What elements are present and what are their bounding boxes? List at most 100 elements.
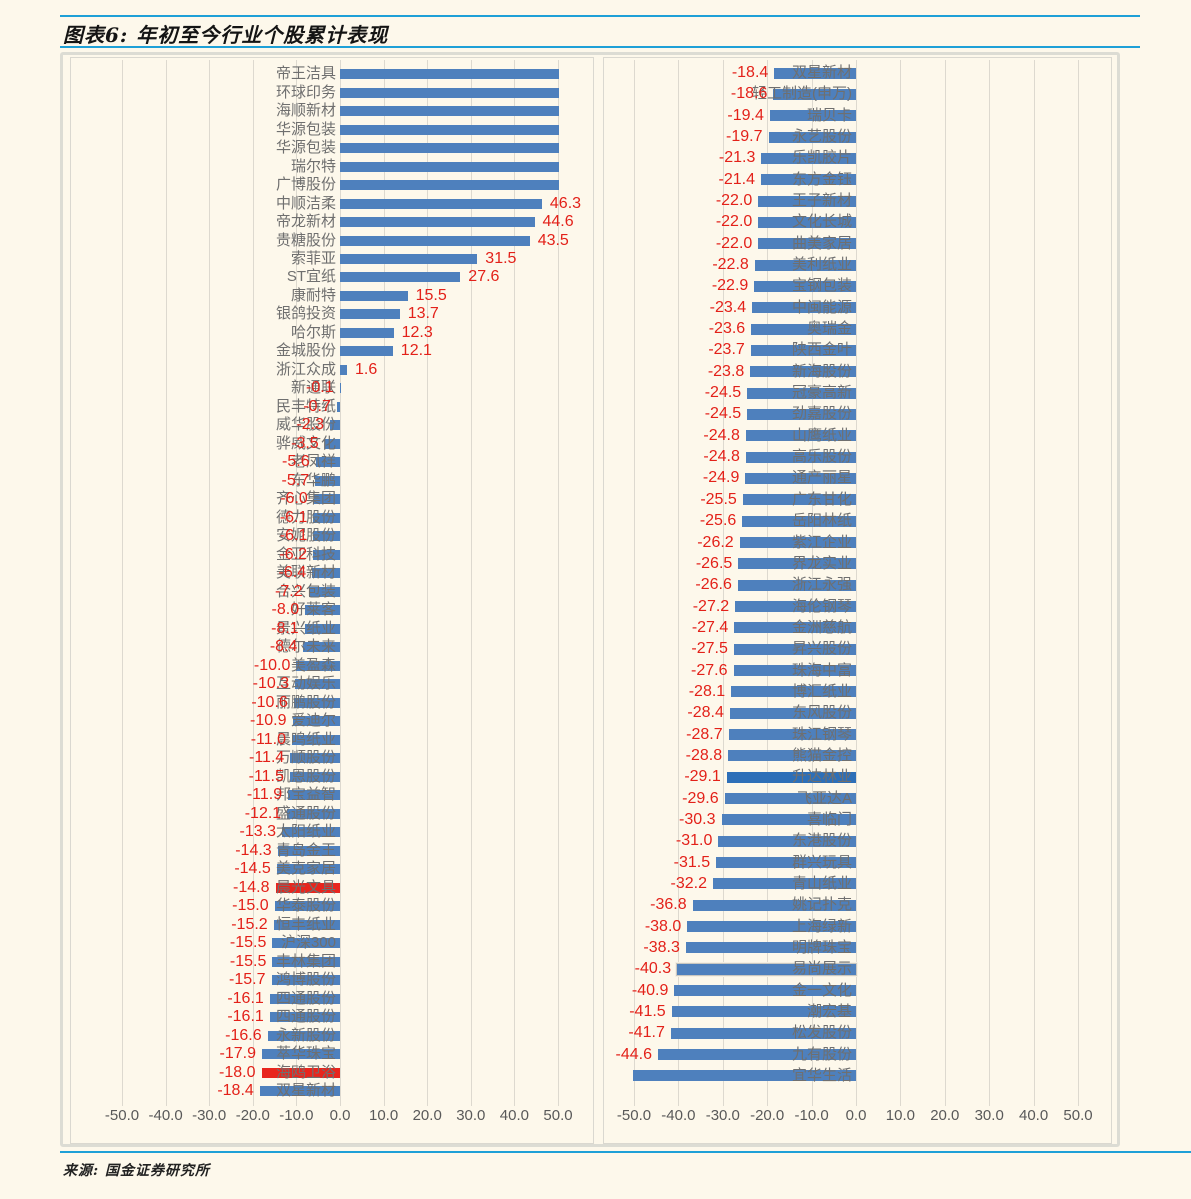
category-label: 通产丽星 xyxy=(791,469,852,487)
value-label: -6.1 xyxy=(279,508,308,526)
category-label: 升达林业 xyxy=(791,768,852,786)
value-label: -15.5 xyxy=(229,934,267,952)
footer-rule xyxy=(60,1151,1191,1153)
value-label: -31.0 xyxy=(675,832,713,850)
value-label: -24.8 xyxy=(703,426,740,444)
category-label: 互动娱乐 xyxy=(275,675,336,693)
value-label: -28.7 xyxy=(686,725,723,743)
category-label: 宝钢包装 xyxy=(791,277,852,295)
bar xyxy=(330,420,340,431)
value-label: -40.9 xyxy=(631,981,669,999)
category-label: 东方金钰 xyxy=(791,170,852,188)
category-label: 中闽能源 xyxy=(791,298,852,316)
category-label: 新通联 xyxy=(290,379,336,397)
gridline xyxy=(296,60,298,1106)
category-label: 德尔未来 xyxy=(275,638,336,656)
bar xyxy=(692,899,856,911)
category-label: 文化长城 xyxy=(791,213,852,231)
bar xyxy=(324,438,340,449)
bar xyxy=(340,327,394,338)
category-label: 曲美家居 xyxy=(791,234,852,252)
bar xyxy=(729,707,856,719)
bar xyxy=(671,1006,856,1018)
bar xyxy=(713,878,856,890)
value-label: -3.5 xyxy=(291,434,319,452)
value-label: -14.5 xyxy=(234,860,271,878)
category-label: 高乐股份 xyxy=(791,448,852,466)
bar xyxy=(633,1070,856,1082)
value-label: -24.8 xyxy=(703,448,740,466)
value-label: -16.1 xyxy=(227,1008,264,1025)
category-label: 索菲亚 xyxy=(290,249,336,267)
category-label: 珠江钢琴 xyxy=(791,725,852,743)
category-label: 博汇纸业 xyxy=(791,682,852,700)
bar xyxy=(339,383,341,394)
bar xyxy=(733,665,856,676)
category-label: 珠海中富 xyxy=(791,661,852,679)
bar xyxy=(340,124,560,135)
value-label: -38.0 xyxy=(644,917,682,935)
value-label: -0.1 xyxy=(306,379,334,397)
category-label: 丽鹏股份 xyxy=(275,693,336,711)
category-label: 华泰股份 xyxy=(275,897,336,915)
value-label: -28.4 xyxy=(687,704,724,722)
bar xyxy=(687,921,856,933)
category-label: 丰林集团 xyxy=(275,952,336,970)
bar xyxy=(303,642,340,653)
category-label: 晨鸣纸业 xyxy=(275,730,336,748)
bar xyxy=(747,387,856,399)
bar xyxy=(262,1049,340,1059)
category-label: 姚记扑克 xyxy=(791,896,852,914)
bar xyxy=(754,280,856,292)
chart-title: 图表6: 年初至今行业个股累计表现 xyxy=(63,23,389,47)
bar xyxy=(277,845,340,856)
bar xyxy=(750,344,856,356)
value-label: -16.6 xyxy=(225,1026,262,1044)
value-label: -14.8 xyxy=(233,878,270,896)
bar xyxy=(769,110,856,122)
value-label: -22.0 xyxy=(715,192,753,209)
category-label: 冠豪高新 xyxy=(791,384,852,402)
category-label: 岳阳林纸 xyxy=(791,512,852,530)
category-label: 王子新材 xyxy=(791,192,852,209)
bar xyxy=(340,235,530,246)
bar xyxy=(287,808,340,819)
bar xyxy=(773,88,856,100)
bar xyxy=(272,956,340,967)
value-label: -29.1 xyxy=(684,768,721,786)
value-label: -7.2 xyxy=(275,582,303,600)
value-label: 27.6 xyxy=(468,268,500,286)
gridline xyxy=(900,60,902,1106)
bar xyxy=(340,217,535,227)
category-label: 新海股份 xyxy=(791,362,852,380)
bar xyxy=(750,366,856,378)
gridline xyxy=(856,60,857,1106)
bar xyxy=(295,679,340,690)
bar xyxy=(716,857,856,868)
bar xyxy=(340,69,560,79)
value-label: -8.0 xyxy=(271,601,300,619)
bar xyxy=(340,290,408,301)
category-label: 瑞贝卡 xyxy=(806,106,852,124)
bar xyxy=(273,919,340,930)
bar xyxy=(728,750,856,762)
axis-tick-label: 0.0 xyxy=(845,1107,867,1124)
value-label: -16.1 xyxy=(227,989,264,1007)
value-label: -24.9 xyxy=(702,469,740,487)
category-label: 东华鹏 xyxy=(290,471,336,489)
bar xyxy=(288,790,340,801)
category-label: 康耐特 xyxy=(290,286,336,304)
category-label: 东风股份 xyxy=(791,704,852,722)
bar xyxy=(276,864,340,875)
category-label: 九有股份 xyxy=(791,1045,852,1063)
bar xyxy=(267,1030,340,1041)
bar xyxy=(761,152,856,164)
value-label: -18.6 xyxy=(730,85,768,103)
axis-tick-label: 0.0 xyxy=(329,1107,351,1124)
axis-tick-label: 30.0 xyxy=(974,1107,1004,1124)
category-label: 骅威文化 xyxy=(275,434,336,452)
value-label: 1.6 xyxy=(355,360,378,378)
axis-tick-label: 30.0 xyxy=(456,1107,486,1124)
category-label: 景兴纸业 xyxy=(275,619,336,637)
title-top-rule xyxy=(60,15,1140,17)
